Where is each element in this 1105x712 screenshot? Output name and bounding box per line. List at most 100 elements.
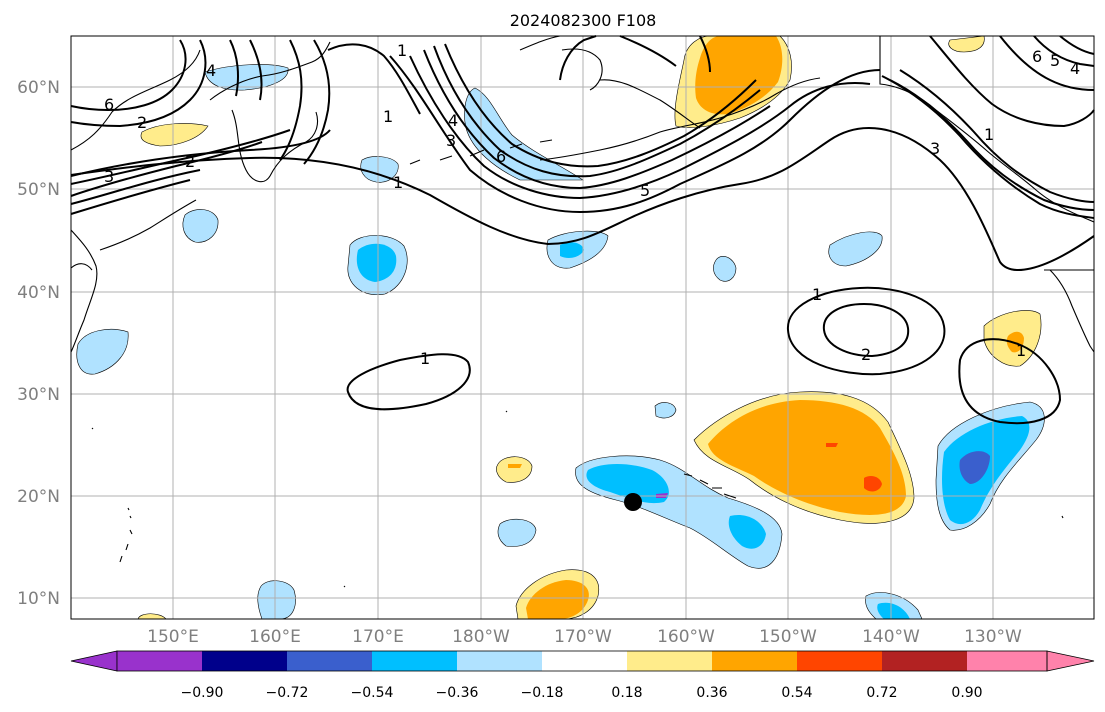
contour-3-north bbox=[70, 55, 871, 200]
neg-anomaly-west-edge bbox=[76, 329, 129, 375]
colorbar-extend-low bbox=[70, 650, 118, 672]
colorbar-tick-label: 0.90 bbox=[951, 685, 982, 701]
pacific-islets bbox=[91, 410, 1064, 588]
neg-anomaly-small-islands bbox=[654, 402, 677, 419]
figure-title: 2024082300 F108 bbox=[510, 11, 657, 30]
contour-label: 2 bbox=[861, 345, 871, 364]
map-panel: 1 1 1 1 1 1 2 2 2 3 3 3 4 4 5 6 6 1 4 5 … bbox=[70, 35, 1095, 620]
gridlines bbox=[71, 36, 1094, 619]
contour-label: 1 bbox=[984, 125, 994, 144]
contour-label: 3 bbox=[446, 131, 456, 150]
aleutian-islands bbox=[409, 139, 553, 165]
neg-anomaly-east-deep bbox=[959, 451, 990, 484]
colorbar-segment bbox=[117, 651, 202, 671]
colorbar-tick-label: −0.90 bbox=[181, 685, 224, 701]
contour-label: 5 bbox=[1050, 51, 1060, 70]
colorbar-segment bbox=[202, 651, 287, 671]
lat-tick-label: 50°N bbox=[17, 180, 60, 200]
lon-tick-label: 160°W bbox=[657, 627, 715, 647]
contour-6-north bbox=[70, 43, 1095, 215]
contour-label: 4 bbox=[1070, 59, 1080, 78]
contour-label: 3 bbox=[104, 167, 114, 186]
pos-anomaly-south-core bbox=[526, 580, 589, 619]
colorbar-tick-label: 0.18 bbox=[611, 685, 642, 701]
contour-2-high bbox=[822, 302, 910, 358]
neg-anomaly-southeast-core bbox=[877, 602, 910, 619]
contour-label: 2 bbox=[185, 152, 195, 171]
lon-tick-label: 170°W bbox=[554, 627, 612, 647]
contour-label: 1 bbox=[1016, 341, 1026, 360]
asia-coast bbox=[70, 41, 331, 353]
lat-axis: 10°N 20°N 30°N 40°N 50°N 60°N bbox=[17, 78, 60, 609]
colorbar-tick-label: −0.36 bbox=[436, 685, 479, 701]
pos-anomaly-central-red-b bbox=[864, 476, 882, 492]
contour-1-closed-east bbox=[958, 338, 1062, 425]
anomaly-shading bbox=[76, 35, 1045, 620]
pos-anomaly-small-west bbox=[496, 456, 533, 483]
colorbar-segment bbox=[287, 651, 372, 671]
contour-labels: 1 1 1 1 1 1 2 2 2 3 3 3 4 4 5 6 6 1 4 5 … bbox=[104, 41, 1080, 368]
neg-anomaly-hawaii-east-core bbox=[728, 514, 766, 549]
contour-4-north bbox=[70, 49, 1095, 219]
hawaii-islands bbox=[683, 473, 737, 499]
pos-anomaly-east-subtrop-core bbox=[1006, 331, 1024, 353]
contour-label: 1 bbox=[393, 173, 403, 192]
neg-anomaly-south-central bbox=[497, 518, 537, 547]
storm-center-marker[interactable] bbox=[624, 493, 642, 511]
neg-anomaly-kamchatka bbox=[360, 156, 399, 183]
neg-anomaly-aleutian-core bbox=[560, 242, 584, 258]
colorbar-tick-label: 0.72 bbox=[866, 685, 897, 701]
contour-label: 1 bbox=[812, 285, 822, 304]
colorbar-segment bbox=[882, 651, 967, 671]
colorbar-segment bbox=[712, 651, 797, 671]
contour-1-main bbox=[70, 127, 1095, 271]
alaska-coast bbox=[519, 35, 1095, 223]
pos-anomaly-alaska-core bbox=[695, 36, 783, 115]
neg-anomaly-kuril bbox=[182, 209, 219, 243]
contour-misc-northeast bbox=[929, 35, 1095, 128]
contour-label: 6 bbox=[496, 147, 506, 166]
contour-label: 3 bbox=[930, 139, 940, 158]
lon-tick-label: 150°E bbox=[147, 627, 199, 647]
contour-1-closed-west bbox=[346, 353, 471, 411]
contour-label: 1 bbox=[420, 349, 430, 368]
lon-tick-label: 150°W bbox=[759, 627, 817, 647]
colorbar-frame bbox=[116, 650, 1048, 672]
colorbar-tick-label: −0.18 bbox=[521, 685, 564, 701]
lon-tick-label: 160°E bbox=[249, 627, 301, 647]
colorbar-tick-label: −0.54 bbox=[351, 685, 394, 701]
contour-label: 1 bbox=[383, 107, 393, 126]
neg-anomaly-hawaii-core bbox=[586, 464, 669, 504]
colorbar-extend-high bbox=[1046, 650, 1095, 672]
contour-misc-north-center bbox=[327, 35, 711, 115]
contour-label: 5 bbox=[640, 181, 650, 200]
lon-axis: 150°E 160°E 170°E 180°W 170°W 160°W 150°… bbox=[147, 627, 1022, 647]
coastlines bbox=[70, 35, 1095, 588]
lon-tick-label: 130°W bbox=[964, 627, 1022, 647]
contour-label: 6 bbox=[1032, 47, 1042, 66]
pos-anomaly-siberia bbox=[140, 123, 209, 147]
neg-anomaly-small-north bbox=[713, 256, 737, 282]
lon-tick-label: 170°E bbox=[352, 627, 404, 647]
pos-anomaly-central-core bbox=[708, 400, 906, 515]
na-west-coast bbox=[1044, 269, 1095, 353]
contour-label: 6 bbox=[104, 95, 114, 114]
contour-label: 4 bbox=[448, 111, 458, 130]
lat-tick-label: 20°N bbox=[17, 487, 60, 507]
colorbar-tick-label: 0.36 bbox=[696, 685, 727, 701]
colorbar-segment bbox=[542, 651, 627, 671]
colorbar-segment bbox=[967, 651, 1047, 671]
pos-anomaly-northeast-corner bbox=[948, 35, 985, 53]
colorbar-segment bbox=[797, 651, 882, 671]
contour-label: 2 bbox=[137, 113, 147, 132]
contour-misc-top-left bbox=[70, 39, 331, 165]
lat-tick-label: 30°N bbox=[17, 385, 60, 405]
neg-anomaly-southwest bbox=[257, 580, 296, 620]
neg-anomaly-northeast bbox=[828, 231, 883, 267]
colorbar-tick-label: 0.54 bbox=[781, 685, 812, 701]
map-frame bbox=[70, 35, 1095, 620]
lat-tick-label: 60°N bbox=[17, 78, 60, 98]
colorbar-segment bbox=[457, 651, 542, 671]
contour-label: 4 bbox=[206, 61, 216, 80]
